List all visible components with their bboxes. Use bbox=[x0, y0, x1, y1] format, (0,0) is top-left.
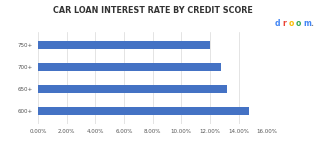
Text: m: m bbox=[303, 19, 311, 28]
Text: o: o bbox=[289, 19, 294, 28]
Text: o: o bbox=[296, 19, 301, 28]
Bar bbox=[38, 41, 210, 49]
Text: .: . bbox=[310, 19, 313, 28]
Bar bbox=[38, 107, 249, 115]
Bar bbox=[38, 63, 221, 71]
Text: d: d bbox=[275, 19, 280, 28]
Bar bbox=[38, 85, 227, 93]
Text: CAR LOAN INTEREST RATE BY CREDIT SCORE: CAR LOAN INTEREST RATE BY CREDIT SCORE bbox=[53, 6, 252, 15]
Text: r: r bbox=[282, 19, 286, 28]
